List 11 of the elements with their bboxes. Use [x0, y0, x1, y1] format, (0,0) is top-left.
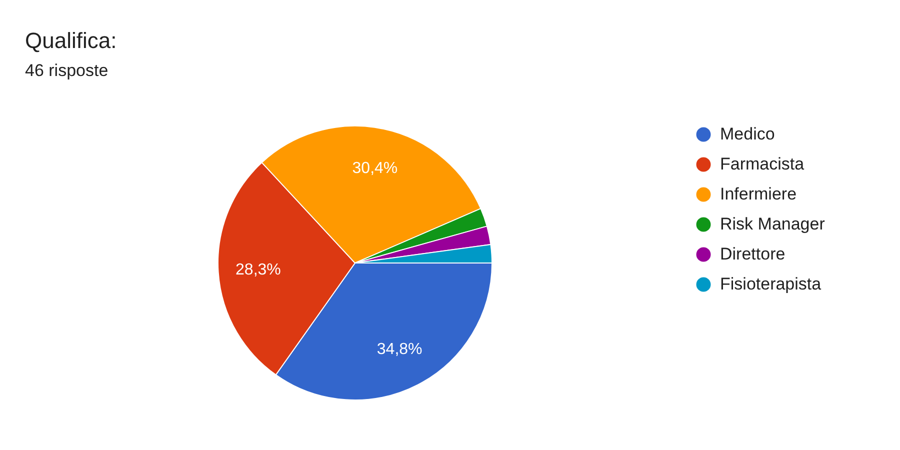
legend-label: Risk Manager: [720, 214, 826, 234]
legend-label: Farmacista: [720, 154, 805, 174]
legend-label: Direttore: [720, 244, 786, 264]
data-label: 30,4%: [352, 160, 398, 178]
data-label: 28,3%: [236, 261, 281, 278]
legend-label: Fisioterapista: [720, 274, 822, 294]
legend-label: Medico: [720, 124, 775, 144]
text: 46 risposte: [25, 61, 108, 80]
legend-label: Infermiere: [720, 184, 797, 204]
chart-title: Qualifica:: [25, 28, 117, 53]
data-label: 34,8%: [376, 341, 422, 358]
